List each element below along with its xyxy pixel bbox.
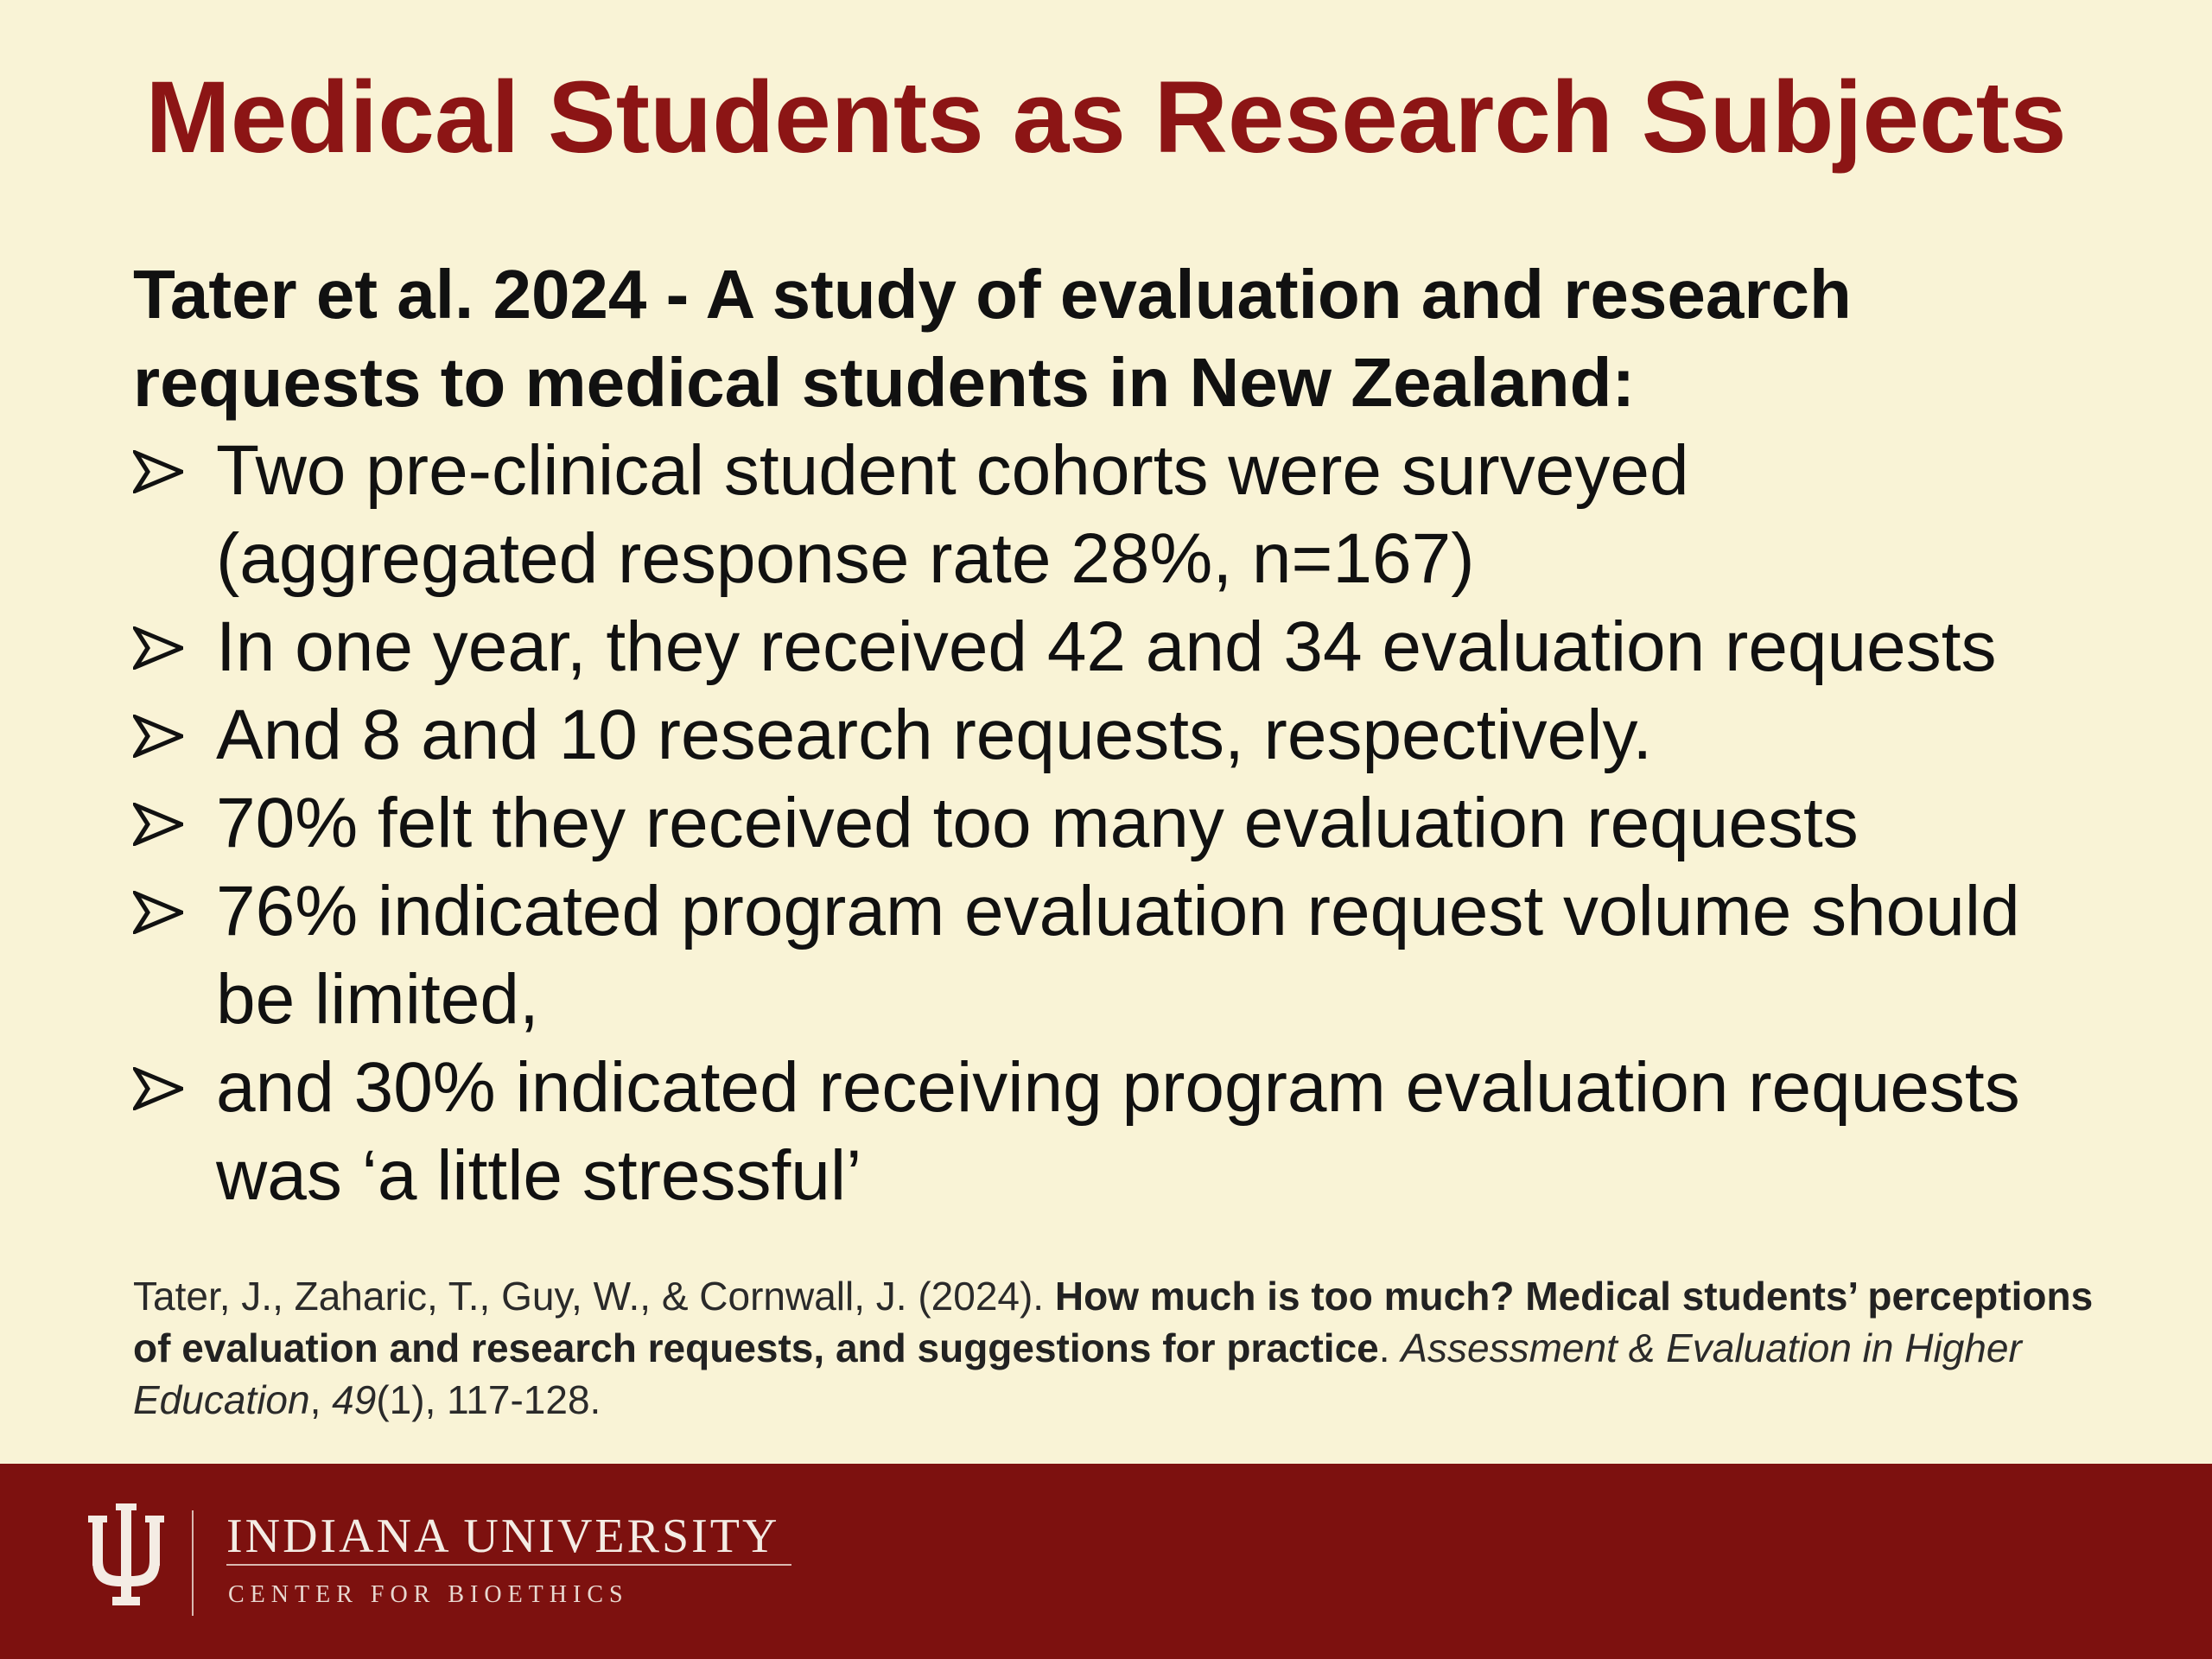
bullet-text: 76% indicated program evaluation request…: [216, 872, 2020, 950]
university-name: INDIANA UNIVERSITY: [226, 1510, 780, 1563]
bullet-text-continuation: (aggregated response rate 28%, n=167): [216, 519, 1475, 598]
bullet-text-continuation: was ‘a little stressful’: [216, 1136, 862, 1215]
bullet-text: In one year, they received 42 and 34 eva…: [216, 607, 1997, 686]
bullet-item-research-requests: And 8 and 10 research requests, respecti…: [133, 691, 2120, 779]
bullet-text-continuation: be limited,: [216, 960, 539, 1039]
bullet-item-too-many: 70% felt they received too many evaluati…: [133, 779, 2120, 868]
study-heading-line-2: requests to medical students in New Zeal…: [133, 344, 1636, 421]
arrowhead-bullet-icon: [133, 626, 183, 670]
slide-title: Medical Students as Research Subjects: [145, 60, 2067, 175]
footer-divider: [192, 1510, 194, 1616]
study-heading-line-1: Tater et al. 2024 - A study of evaluatio…: [133, 256, 1852, 333]
bullet-item-stressful: and 30% indicated receiving program eval…: [133, 1044, 2120, 1220]
arrowhead-bullet-icon: [133, 803, 183, 846]
iu-trident-logo-icon: [88, 1503, 164, 1605]
bullet-text: And 8 and 10 research requests, respecti…: [216, 696, 1653, 774]
bullet-item-evaluation-requests: In one year, they received 42 and 34 eva…: [133, 603, 2120, 691]
citation-journal: Assessment & Evaluation in Higher Educat…: [133, 1325, 2022, 1422]
bullet-text: Two pre-clinical student cohorts were su…: [216, 431, 1689, 510]
citation-article-title: How much is too much? Medical students’ …: [133, 1274, 2094, 1370]
citation-issue-pages: (1), 117-128.: [376, 1377, 601, 1422]
center-name: CENTER FOR BIOETHICS: [228, 1581, 629, 1608]
footer-bar: INDIANA UNIVERSITY CENTER FOR BIOETHICS: [0, 1464, 2212, 1659]
study-heading: Tater et al. 2024 - A study of evaluatio…: [133, 251, 2120, 427]
citation-volume: 49: [332, 1377, 377, 1422]
citation-authors: Tater, J., Zaharic, T., Guy, W., & Cornw…: [133, 1274, 1055, 1319]
citation-comma: ,: [309, 1377, 333, 1422]
arrowhead-bullet-icon: [133, 891, 183, 934]
bullet-item-should-be-limited: 76% indicated program evaluation request…: [133, 868, 2120, 1044]
bullet-text: and 30% indicated receiving program eval…: [216, 1048, 2020, 1127]
bullet-text: 70% felt they received too many evaluati…: [216, 784, 1859, 862]
slide-content: Tater et al. 2024 - A study of evaluatio…: [133, 251, 2120, 1220]
university-name-underline: [226, 1564, 791, 1566]
findings-list: Two pre-clinical student cohorts were su…: [133, 427, 2120, 1220]
reference-citation: Tater, J., Zaharic, T., Guy, W., & Cornw…: [133, 1270, 2103, 1426]
arrowhead-bullet-icon: [133, 450, 183, 493]
citation-separator: .: [1378, 1325, 1402, 1370]
arrowhead-bullet-icon: [133, 1067, 183, 1110]
arrowhead-bullet-icon: [133, 715, 183, 758]
bullet-item-cohorts: Two pre-clinical student cohorts were su…: [133, 427, 2120, 603]
